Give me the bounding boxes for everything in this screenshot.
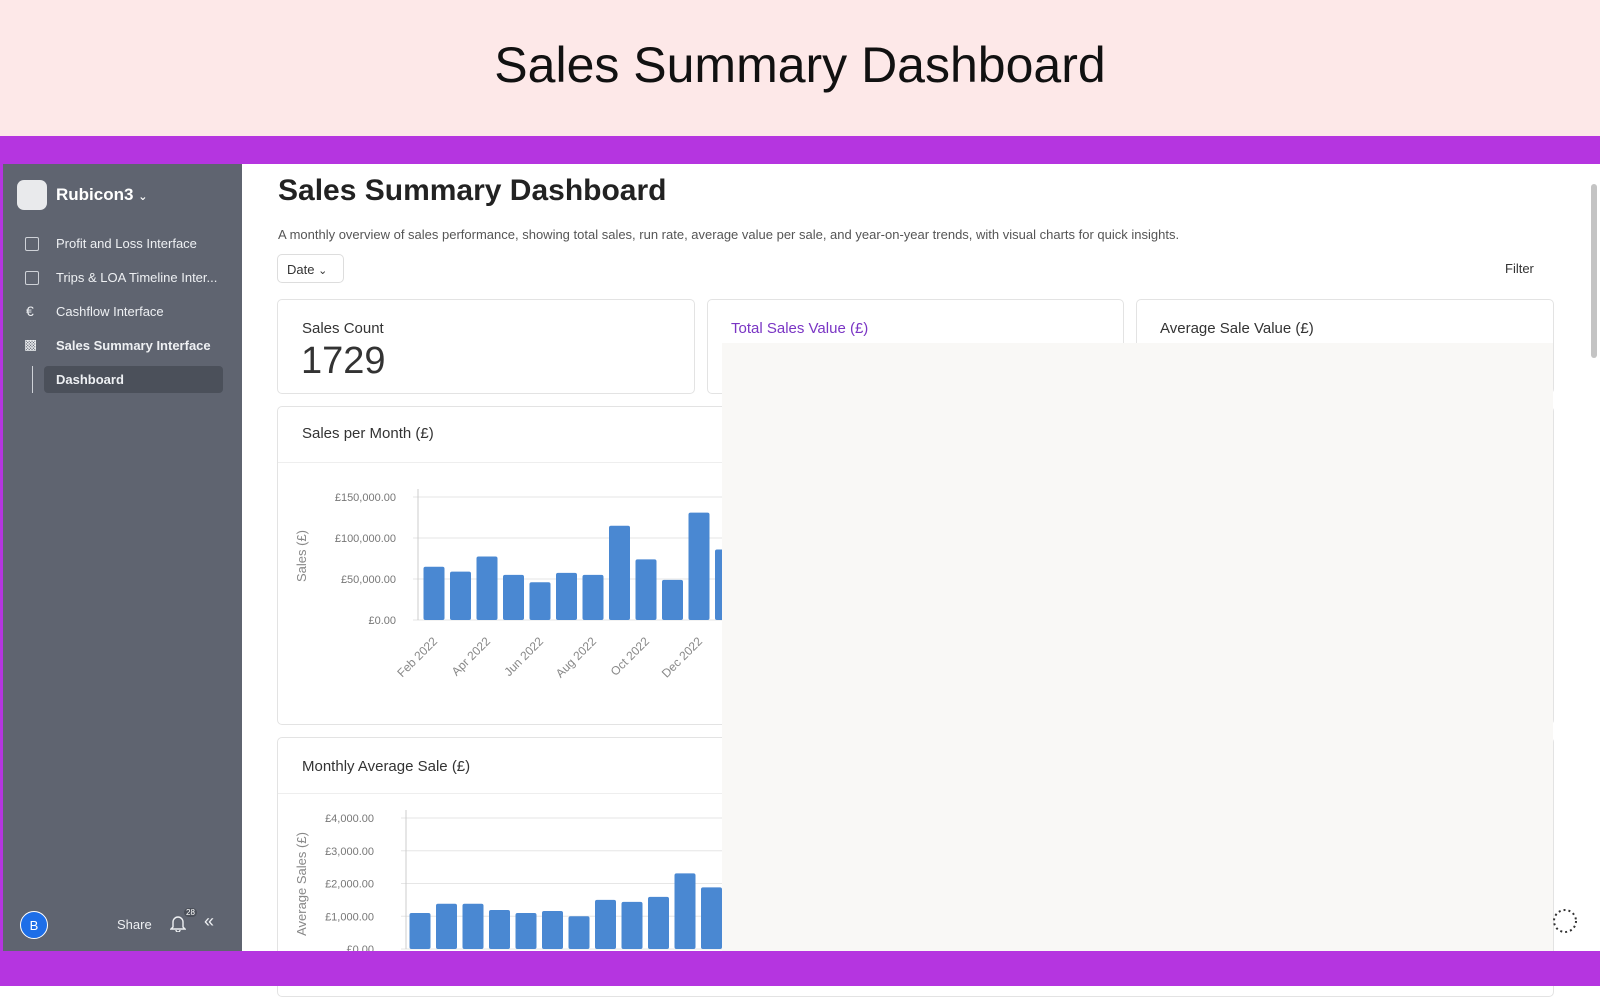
nav-item[interactable]: Trips & LOA Timeline Inter... xyxy=(56,270,218,285)
notification-badge: 28 xyxy=(184,908,197,917)
filter-button[interactable]: Filter xyxy=(1505,261,1534,276)
bar xyxy=(462,903,484,949)
bar xyxy=(489,910,510,949)
y-tick-label: £100,000.00 xyxy=(335,533,396,545)
bar xyxy=(635,559,657,620)
nav-icon xyxy=(25,271,39,285)
bar xyxy=(674,873,696,949)
bar xyxy=(701,887,722,949)
loading-spinner xyxy=(1553,909,1577,933)
workspace-name[interactable]: Rubicon3 ⌄ xyxy=(56,185,147,205)
nav-item[interactable]: Dashboard xyxy=(56,372,124,387)
nav-icon: € xyxy=(26,303,34,319)
bar xyxy=(436,903,457,949)
kpi-value: 1729 xyxy=(301,340,386,382)
chevron: ⌄ xyxy=(138,191,148,203)
kpi-card: Sales Count 1729 xyxy=(277,299,695,394)
y-tick-label: £2,000.00 xyxy=(325,879,374,891)
nav-item[interactable]: Sales Summary Interface xyxy=(56,338,211,353)
chart-title: Sales per Month (£) xyxy=(302,425,434,442)
bar xyxy=(621,901,643,949)
bar xyxy=(423,566,445,620)
bar xyxy=(409,912,431,949)
bar xyxy=(503,574,524,620)
y-tick-label: £50,000.00 xyxy=(341,574,396,586)
bar xyxy=(556,572,577,620)
bar xyxy=(688,512,710,620)
collapse-button[interactable]: « xyxy=(204,911,215,931)
chevron: ⌄ xyxy=(318,265,328,277)
kpi-label: Sales Count xyxy=(302,320,384,337)
bar xyxy=(648,896,669,949)
chart-title: Monthly Average Sale (£) xyxy=(302,758,471,775)
y-axis-label: Average Sales (£) xyxy=(294,832,309,936)
y-tick-label: £3,000.00 xyxy=(325,846,374,858)
bar xyxy=(609,525,630,620)
date-dropdown[interactable]: Date ⌄ xyxy=(277,254,344,283)
bar xyxy=(542,911,563,949)
y-tick-label: £4,000.00 xyxy=(325,813,374,825)
y-tick-label: £150,000.00 xyxy=(335,492,396,504)
nav-icon: ▩ xyxy=(24,336,38,352)
workspace-label: Rubicon3 xyxy=(56,185,134,204)
page-title: Sales Summary Dashboard xyxy=(278,174,667,207)
banner xyxy=(0,0,1600,136)
y-tick-label: £1,000.00 xyxy=(325,911,374,923)
nav-item[interactable]: Cashflow Interface xyxy=(56,304,164,319)
banner-title: Sales Summary Dashboard xyxy=(494,37,1106,93)
workspace-logo xyxy=(17,180,47,210)
frame-band xyxy=(0,136,1600,164)
share-button[interactable]: Share xyxy=(117,917,152,932)
sidebar xyxy=(3,164,242,951)
bar xyxy=(529,582,551,620)
bar xyxy=(568,916,590,949)
nav-indent xyxy=(32,366,33,393)
kpi-label: Average Sale Value (£) xyxy=(1160,320,1314,337)
bar xyxy=(450,571,471,620)
y-axis-label: Sales (£) xyxy=(294,530,309,582)
bar xyxy=(662,579,683,620)
avatar[interactable]: B xyxy=(20,911,48,939)
loading-overlay xyxy=(722,343,1553,951)
nav-selected[interactable] xyxy=(44,366,223,393)
bar xyxy=(582,574,604,620)
frame-band xyxy=(0,951,1600,986)
bar xyxy=(476,556,498,620)
nav-item[interactable]: Profit and Loss Interface xyxy=(56,236,197,251)
kpi-label: Total Sales Value (£) xyxy=(731,320,869,337)
frame-band xyxy=(0,136,3,986)
scrollbar[interactable] xyxy=(1591,184,1597,358)
bar xyxy=(595,899,616,949)
page-description: A monthly overview of sales performance,… xyxy=(278,227,1180,242)
dropdown-label: Date xyxy=(287,262,315,277)
y-tick-label: £0.00 xyxy=(368,615,396,627)
bar xyxy=(515,912,537,949)
bell-icon[interactable] xyxy=(170,914,186,932)
nav-icon xyxy=(25,237,39,251)
